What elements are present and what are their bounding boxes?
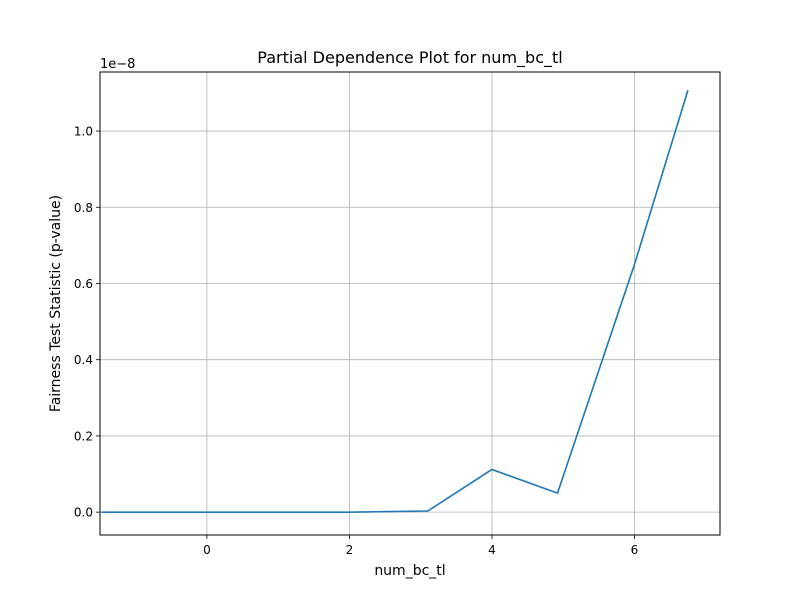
y-offset-label: 1e−8 [100,57,135,72]
y-axis-ticks: 0.0 0.2 0.4 0.6 0.8 1.0 [74,125,100,520]
x-tick-label: 0 [203,543,211,557]
x-tick-label: 2 [346,543,354,557]
x-axis-ticks: 0 2 4 6 [203,535,638,557]
y-axis-label: Fairness Test Statistic (p-value) [48,195,64,412]
series-line [101,90,689,513]
y-tick-label: 1.0 [74,125,93,139]
y-tick-label: 0.2 [74,429,93,443]
y-tick-label: 0.4 [74,353,93,367]
plot-area-frame [99,71,721,536]
x-tick-label: 4 [488,543,496,557]
x-tick-label: 6 [631,543,639,557]
chart-title: Partial Dependence Plot for num_bc_tl [257,48,562,68]
y-tick-label: 0.6 [74,277,93,291]
y-tick-label: 0.8 [74,201,93,215]
x-axis-label: num_bc_tl [374,563,445,579]
data-series [101,90,689,513]
y-tick-label: 0.0 [74,506,93,520]
